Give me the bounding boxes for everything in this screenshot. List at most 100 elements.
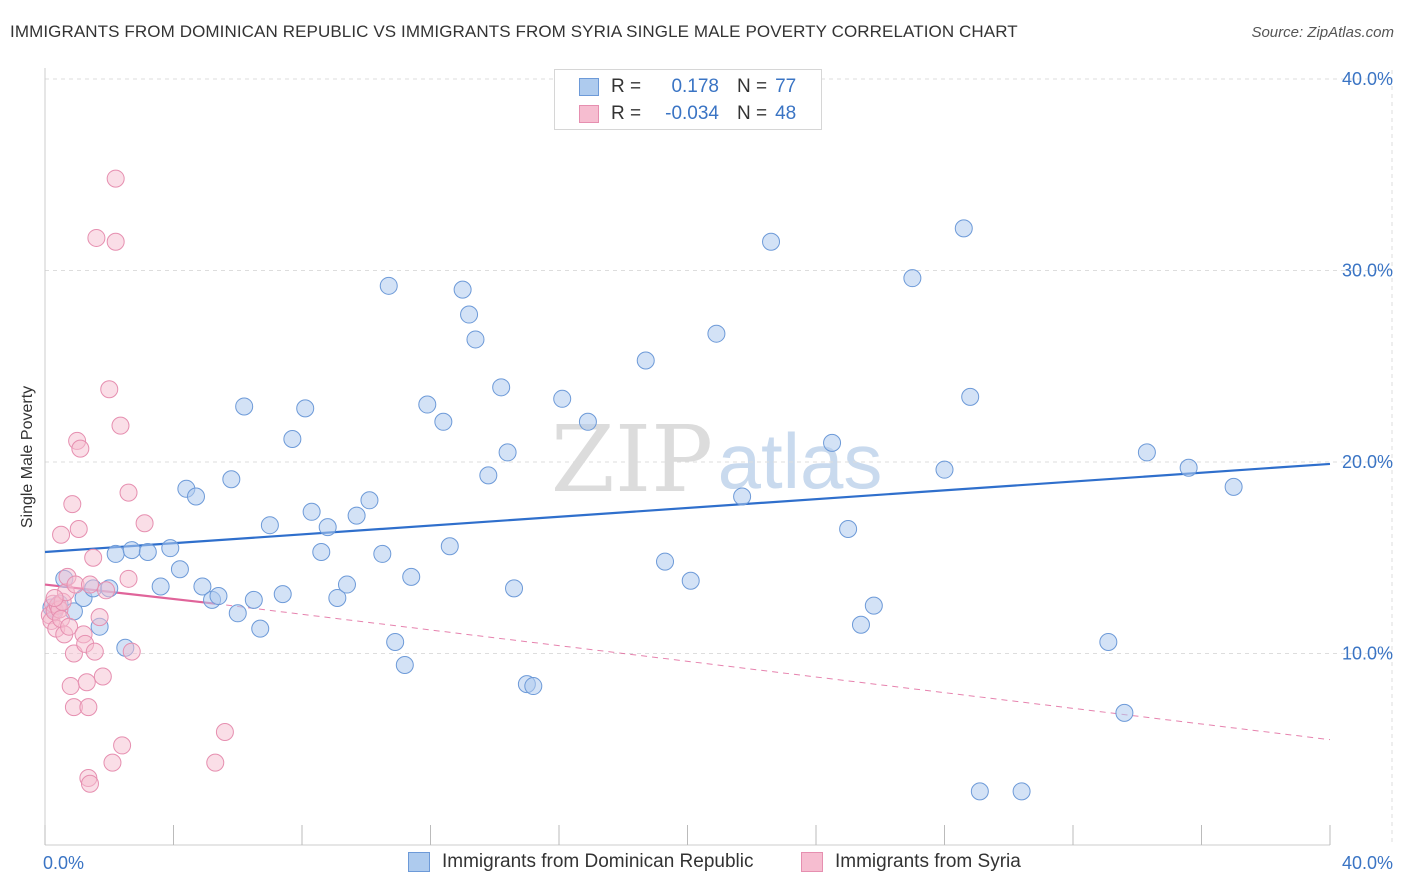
point-dominican	[460, 305, 479, 324]
point-dominican	[864, 596, 883, 615]
point-dominican	[656, 552, 675, 571]
point-dominican	[186, 487, 205, 506]
point-dominican	[707, 324, 726, 343]
watermark-zip: ZIP	[551, 406, 713, 513]
chart-title: IMMIGRANTS FROM DOMINICAN REPUBLIC VS IM…	[10, 22, 1018, 41]
point-syria	[90, 608, 109, 627]
point-dominican	[360, 491, 379, 510]
point-dominican	[193, 577, 212, 596]
point-dominican	[170, 560, 189, 579]
point-dominican	[839, 520, 858, 539]
point-dominican	[1137, 443, 1156, 462]
point-dominican	[1115, 703, 1134, 722]
legend-r-value: -0.034	[665, 103, 719, 124]
point-syria	[103, 753, 122, 772]
bottom-legend-swatch-pink	[801, 852, 823, 872]
x-tick-label: 0.0%	[43, 853, 84, 873]
legend-n-label: N =	[737, 76, 768, 97]
point-dominican	[402, 567, 421, 586]
point-dominican	[1179, 458, 1198, 477]
point-syria	[71, 439, 90, 458]
point-dominican	[337, 575, 356, 594]
point-dominican	[524, 677, 543, 696]
point-syria	[69, 520, 88, 539]
point-dominican	[138, 543, 157, 562]
point-dominican	[851, 615, 870, 634]
point-dominican	[961, 387, 980, 406]
point-dominican	[505, 579, 524, 598]
point-dominican	[151, 577, 170, 596]
point-dominican	[161, 539, 180, 558]
point-dominican	[434, 412, 453, 431]
point-dominican	[681, 571, 700, 590]
point-syria	[97, 581, 116, 600]
point-dominican	[903, 269, 922, 288]
point-dominican	[312, 543, 331, 562]
point-syria	[84, 548, 103, 567]
point-syria	[93, 667, 112, 686]
point-dominican	[347, 506, 366, 525]
point-syria	[119, 483, 138, 502]
bottom-legend-label: Immigrants from Dominican Republic	[442, 851, 754, 872]
point-dominican	[122, 541, 141, 560]
point-dominican	[636, 351, 655, 370]
point-syria	[87, 228, 106, 247]
trend-line-dominican	[44, 462, 1331, 554]
point-dominican	[302, 502, 321, 521]
source-label: Source: ZipAtlas.com	[1251, 24, 1394, 41]
bottom-legend-label: Immigrants from Syria	[835, 851, 1021, 872]
point-dominican	[418, 395, 437, 414]
legend-swatch-blue	[579, 78, 599, 96]
bottom-legend-swatch-blue	[408, 852, 430, 872]
point-syria	[85, 642, 104, 661]
legend-r-label: R =	[611, 76, 642, 97]
point-syria	[106, 232, 125, 251]
point-dominican	[386, 633, 405, 652]
point-syria	[206, 753, 225, 772]
point-syria	[63, 495, 82, 514]
y-tick-label: 10.0%	[1342, 644, 1393, 664]
point-dominican	[1224, 477, 1243, 496]
point-dominican	[935, 460, 954, 479]
point-syria	[113, 736, 132, 755]
point-dominican	[954, 219, 973, 238]
point-syria	[80, 575, 99, 594]
legend-r-label: R =	[611, 103, 642, 124]
point-dominican	[244, 590, 263, 609]
point-dominican	[498, 443, 517, 462]
point-dominican	[553, 389, 572, 408]
point-dominican	[328, 588, 347, 607]
tick-labels: 10.0% 20.0% 30.0% 40.0% 0.0% 40.0%	[43, 69, 1393, 873]
point-dominican	[479, 466, 498, 485]
point-dominican	[235, 397, 254, 416]
legend-n-label: N =	[737, 103, 768, 124]
legend-swatch-pink	[579, 105, 599, 123]
point-dominican	[296, 399, 315, 418]
bottom-legend-dominican: Immigrants from Dominican Republic	[408, 851, 754, 873]
legend-n-value: 77	[775, 76, 797, 97]
point-dominican	[762, 232, 781, 251]
point-dominican	[106, 544, 125, 563]
point-syria	[135, 514, 154, 533]
point-dominican	[260, 516, 279, 535]
y-tick-label: 40.0%	[1342, 69, 1393, 89]
point-dominican	[1012, 782, 1031, 801]
point-dominican	[453, 280, 472, 299]
point-dominican	[373, 544, 392, 563]
legend-row-syria: R = -0.034 N = 48	[579, 102, 796, 126]
data-points	[40, 169, 1243, 801]
point-syria	[61, 677, 80, 696]
point-dominican	[228, 604, 247, 623]
point-dominican	[440, 537, 459, 556]
point-dominican	[466, 330, 485, 349]
point-syria	[100, 380, 119, 399]
point-syria	[52, 525, 71, 544]
point-dominican	[823, 433, 842, 452]
correlation-legend: R = 0.178 N = 77 R = -0.034 N = 48	[554, 69, 822, 130]
point-dominican	[492, 378, 511, 397]
point-dominican	[578, 412, 597, 431]
point-syria	[77, 673, 96, 692]
point-syria	[215, 723, 234, 742]
point-dominican	[251, 619, 270, 638]
point-dominican	[283, 430, 302, 449]
